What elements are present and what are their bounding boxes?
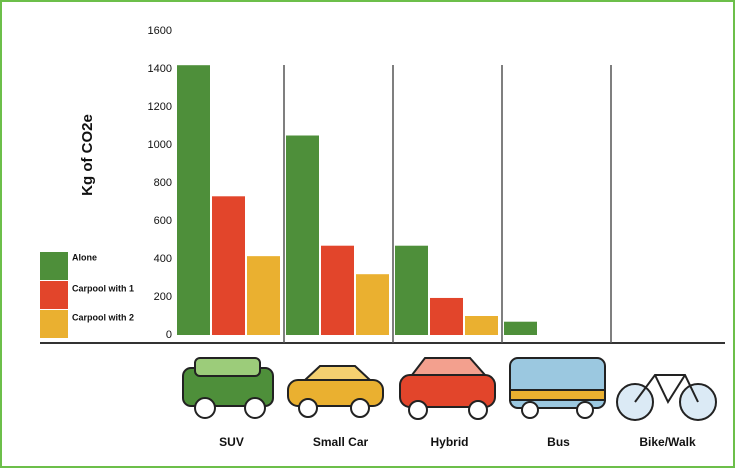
icon-bus (510, 358, 605, 418)
bar (465, 316, 498, 335)
bar (247, 256, 280, 335)
y-tick-label: 1200 (148, 101, 172, 113)
bar (321, 246, 354, 335)
y-tick-label: 600 (154, 215, 172, 227)
chart: Kg of CO2e 0 200 400 600 800 1000 1200 1400 1600… (0, 0, 735, 468)
legend-label: Carpool with 1 (72, 283, 134, 293)
bar (395, 246, 428, 335)
y-tick-label: 1400 (148, 63, 172, 75)
x-tick-label: SUV (219, 435, 244, 449)
y-tick-label: 0 (166, 329, 172, 341)
x-tick-label: Bike/Walk (639, 435, 696, 449)
legend-label: Alone (72, 252, 97, 262)
bar (356, 274, 389, 335)
legend-label: Carpool with 2 (72, 312, 134, 322)
legend-swatch (40, 281, 68, 309)
y-tick-label: 1000 (148, 139, 172, 151)
x-tick-label: Hybrid (430, 435, 468, 449)
bar (212, 196, 245, 335)
bar (430, 298, 463, 335)
x-tick-label: Small Car (313, 435, 369, 449)
y-tick-label: 1600 (148, 25, 172, 37)
bar (177, 65, 210, 335)
legend-swatch (40, 252, 68, 280)
bar (504, 322, 537, 335)
x-tick-label: Bus (547, 435, 570, 449)
y-tick-label: 800 (154, 177, 172, 189)
legend-swatch (40, 310, 68, 338)
bar (286, 136, 319, 336)
y-axis-label: Kg of CO2e (79, 114, 96, 196)
y-tick-label: 200 (154, 291, 172, 303)
y-tick-label: 400 (154, 253, 172, 265)
